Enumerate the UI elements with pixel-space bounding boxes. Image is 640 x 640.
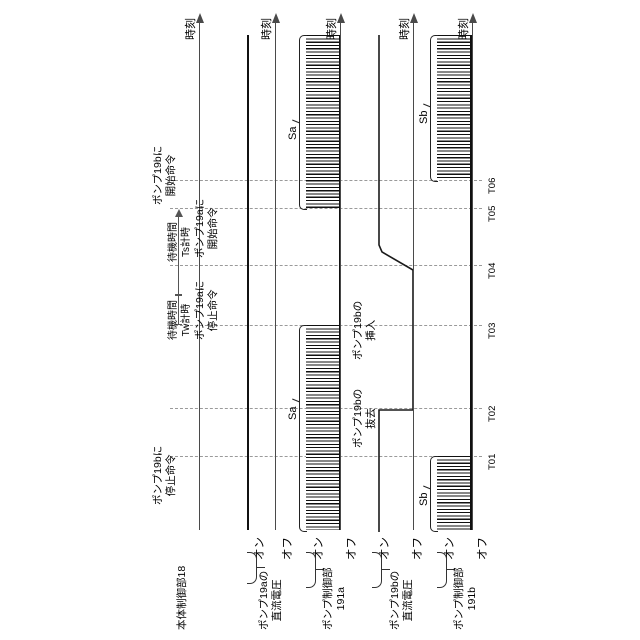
callout-sa-upper: Sa xyxy=(288,127,300,140)
level-label-off-191b: オフ xyxy=(477,537,489,560)
annotation-cmd-start-19a-line1: ポンプ19aに xyxy=(194,199,207,258)
level-label-off-pump19a: オフ xyxy=(282,537,294,560)
annotation-cmd-stop-19b: ポンプ19bに 停止命令 xyxy=(152,446,178,505)
callout-sa-lower: Sa xyxy=(288,407,300,420)
time-mark-t03: T03 xyxy=(488,323,498,339)
level-label-off-191a: オフ xyxy=(346,537,358,560)
row-label-191a-line1: ポンプ制御部 xyxy=(322,567,335,630)
burst-191b-lower xyxy=(437,456,470,530)
annotation-pump19b-removal: ポンプ19bの 抜去 xyxy=(352,389,378,448)
annotation-cmd-stop-19b-line2: 停止命令 xyxy=(165,446,178,505)
annotation-pump19b-insertion-line2: 挿入 xyxy=(365,301,378,360)
time-mark-t01: T01 xyxy=(488,454,498,470)
row-label-191a: ポンプ制御部 191a xyxy=(322,567,348,630)
time-axis-pump19a-voltage xyxy=(275,22,276,530)
burst-bracket-191a-lower xyxy=(299,325,307,532)
callout-sb-lower: Sb xyxy=(419,493,431,506)
row-label-main-control: 本体制御部18 xyxy=(176,566,189,630)
time-axis-label-main-control: 時刻 xyxy=(186,18,198,40)
annotation-pump19b-insertion: ポンプ19bの 挿入 xyxy=(352,301,378,360)
annotation-cmd-start-19a-line2: 開始命令 xyxy=(207,199,220,258)
time-axis-191a xyxy=(340,22,341,530)
time-axis-pump19b-voltage xyxy=(413,22,414,530)
burst-bracket-191b-upper xyxy=(430,35,438,182)
annotation-cmd-stop-19a: ポンプ19aに 停止命令 xyxy=(194,281,220,340)
annotation-cmd-start-19b: ポンプ19bに 開始命令 xyxy=(152,146,178,205)
row-label-pump19a-voltage: ポンプ19aの 直流電圧 xyxy=(258,571,284,630)
burst-191a-upper xyxy=(306,35,339,208)
time-axis-main-control xyxy=(199,22,200,530)
annotation-pump19b-removal-line1: ポンプ19bの xyxy=(352,389,365,448)
annotation-cmd-stop-19a-line2: 停止命令 xyxy=(207,281,220,340)
burst-191b-upper xyxy=(437,35,470,180)
level-label-off-pump19b: オフ xyxy=(412,537,424,560)
time-axis-label-191b: 時刻 xyxy=(459,18,471,40)
callout-sb-upper: Sb xyxy=(419,111,431,124)
annotation-wait-tw: 待機時間 Tw計時 xyxy=(168,300,193,340)
row-label-pump19a-voltage-line2: 直流電圧 xyxy=(271,571,284,630)
timing-chart-figure: 時刻 本体制御部18 時刻 オン オフ ポンプ19aの 直流電圧 Sa Sa 時… xyxy=(0,0,640,640)
row-label-191b: ポンプ制御部 191b xyxy=(453,567,479,630)
level-pair-stem-pump19a xyxy=(256,567,265,568)
annotation-wait-ts: 待機時間 Ts計時 xyxy=(168,222,193,262)
row-label-pump19b-voltage-line1: ポンプ19bの xyxy=(389,571,402,630)
row-label-191b-line1: ポンプ制御部 xyxy=(453,567,466,630)
time-axis-label-191a: 時刻 xyxy=(327,18,339,40)
annotation-pump19b-insertion-line1: ポンプ19bの xyxy=(352,301,365,360)
measure-cap-bottom-ts xyxy=(175,294,182,295)
time-axis-label-pump19a-voltage: 時刻 xyxy=(262,18,274,40)
row-label-main-control-line1: 本体制御部18 xyxy=(176,566,189,630)
time-mark-t02: T02 xyxy=(488,406,498,422)
row-label-191b-line2: 191b xyxy=(466,567,479,630)
waveform-pump19a-voltage-on xyxy=(247,35,249,530)
annotation-wait-ts-line1: 待機時間 xyxy=(168,222,181,262)
measure-arrow-top-ts-icon xyxy=(175,209,183,217)
row-label-pump19b-voltage: ポンプ19bの 直流電圧 xyxy=(389,571,415,630)
gridline-t04 xyxy=(170,265,482,266)
burst-191a-lower xyxy=(306,325,339,530)
annotation-cmd-stop-19a-line1: ポンプ19aに xyxy=(194,281,207,340)
annotation-wait-tw-line2: Tw計時 xyxy=(181,300,194,340)
annotation-cmd-stop-19b-line1: ポンプ19bに xyxy=(152,446,165,505)
burst-bracket-191a-upper xyxy=(299,35,307,210)
annotation-cmd-start-19b-line2: 開始命令 xyxy=(165,146,178,205)
time-mark-t06: T06 xyxy=(488,178,498,194)
annotation-wait-ts-line2: Ts計時 xyxy=(181,222,194,262)
row-label-191a-line2: 191a xyxy=(335,567,348,630)
row-label-pump19a-voltage-line1: ポンプ19aの xyxy=(258,571,271,630)
time-mark-t04: T04 xyxy=(488,263,498,279)
burst-bracket-191b-lower xyxy=(430,456,438,532)
annotation-pump19b-removal-line2: 抜去 xyxy=(365,389,378,448)
time-mark-t05: T05 xyxy=(488,206,498,222)
annotation-wait-tw-line1: 待機時間 xyxy=(168,300,181,340)
waveform-pump19b-voltage xyxy=(360,20,430,540)
annotation-cmd-start-19a: ポンプ19aに 開始命令 xyxy=(194,199,220,258)
row-label-pump19b-voltage-line2: 直流電圧 xyxy=(402,571,415,630)
time-axis-label-pump19b-voltage: 時刻 xyxy=(400,18,412,40)
time-axis-191b xyxy=(472,22,473,530)
annotation-cmd-start-19b-line1: ポンプ19bに xyxy=(152,146,165,205)
